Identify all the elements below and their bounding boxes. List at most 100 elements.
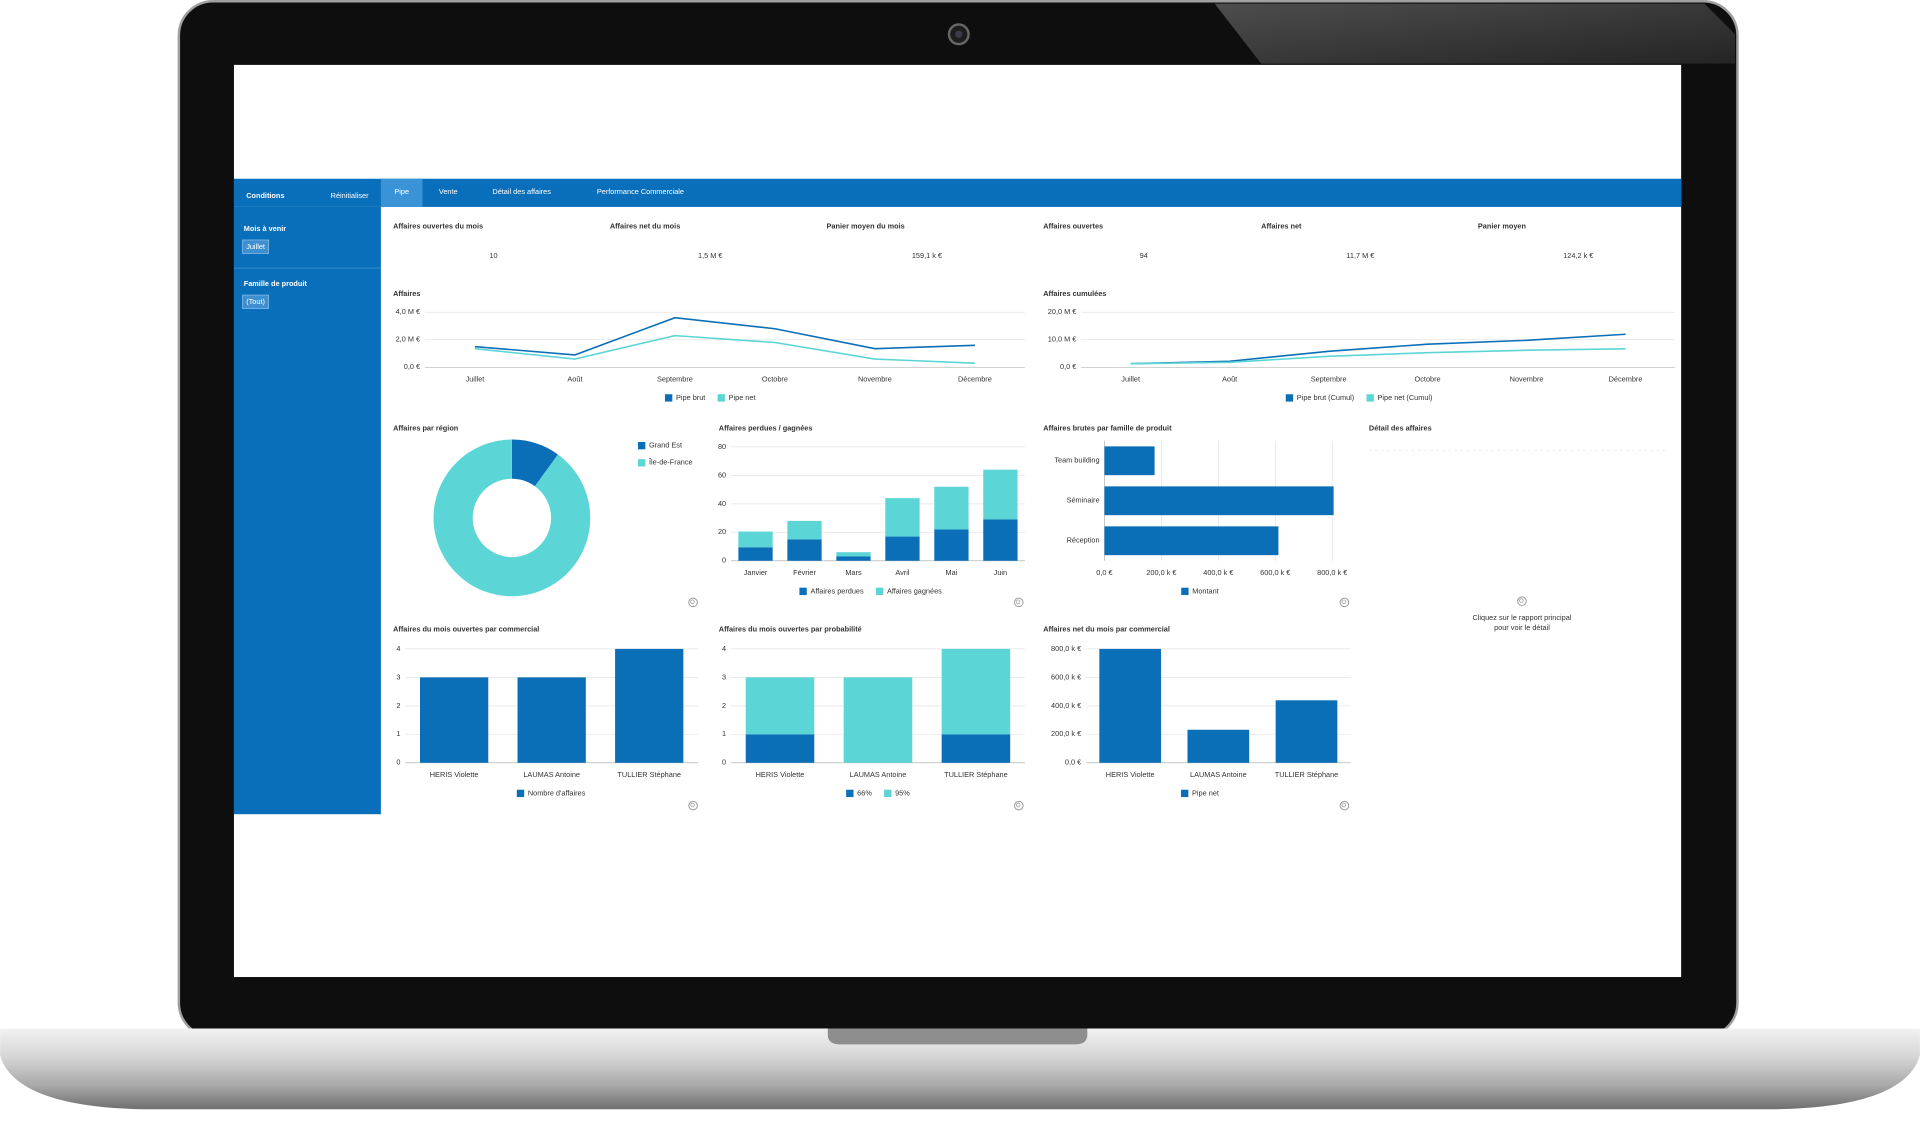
filter-label: Famille de produit xyxy=(244,279,308,288)
line-series xyxy=(1130,333,1626,365)
filter-label: Mois à venir xyxy=(244,224,287,233)
legend-label: Affaires gagnées xyxy=(887,586,942,595)
tab[interactable]: Vente xyxy=(439,187,458,196)
bar xyxy=(1275,700,1338,763)
zoom-icon xyxy=(1013,800,1024,811)
chart-title: Affaires xyxy=(393,289,420,298)
legend: Pipe brut (Cumul) Pipe net (Cumul) xyxy=(1285,393,1432,402)
x-tick-label: TULLIER Stéphane xyxy=(1275,770,1339,779)
bezel-glare xyxy=(1214,3,1736,64)
bar xyxy=(1104,446,1155,476)
y-tick-label: 3 xyxy=(722,672,726,681)
y-tick-label: 1 xyxy=(722,729,726,738)
tab[interactable]: Pipe xyxy=(394,187,409,196)
x-tick-label: LAUMAS Antoine xyxy=(1190,770,1247,779)
filter-chip[interactable] xyxy=(242,294,269,309)
bar xyxy=(983,469,1018,520)
y-tick-label: 3 xyxy=(396,672,400,681)
zoom-button[interactable] xyxy=(1013,800,1024,811)
detail-title: Détail des affaires xyxy=(1369,423,1432,432)
detail-hint: Cliquez sur le rapport principal xyxy=(1472,613,1571,622)
zoom-button[interactable] xyxy=(1517,596,1527,606)
y-tick-label: 10,0 M € xyxy=(1048,335,1077,344)
legend-swatch xyxy=(637,459,646,467)
legend: Montant xyxy=(1181,586,1219,595)
zoom-button[interactable] xyxy=(1013,597,1024,608)
zoom-icon xyxy=(1519,598,1524,603)
bar xyxy=(1187,729,1250,763)
y-tick-label: 0,0 € xyxy=(1060,362,1076,371)
legend-label: Pipe brut xyxy=(676,393,705,402)
x-tick-label: LAUMAS Antoine xyxy=(850,770,907,779)
y-tick-label: 4 xyxy=(396,644,400,653)
zoom-button[interactable] xyxy=(1339,597,1350,608)
y-tick-label: 0 xyxy=(722,556,726,565)
line-series xyxy=(1130,348,1626,365)
sidebar-title: Conditions xyxy=(246,191,284,200)
y-tick-label: 20,0 M € xyxy=(1048,307,1077,316)
x-tick-label: Juin xyxy=(994,568,1007,577)
kpi-value: 1,5 M € xyxy=(698,251,722,260)
legend-swatch xyxy=(884,789,892,798)
legend-swatch xyxy=(846,789,854,798)
bar xyxy=(885,536,920,561)
zoom-icon xyxy=(1341,599,1347,604)
filter-chip[interactable] xyxy=(242,239,269,254)
zoom-icon xyxy=(1339,597,1350,608)
x-tick-label: Février xyxy=(793,568,816,577)
bar xyxy=(934,486,969,530)
y-tick-label: 1 xyxy=(396,729,400,738)
bar xyxy=(1099,648,1162,763)
legend-swatch xyxy=(875,587,884,596)
zoom-icon xyxy=(1341,802,1347,808)
legend-swatch xyxy=(1181,587,1189,596)
kpi-value: 124,2 k € xyxy=(1563,251,1593,260)
active-tab xyxy=(380,178,423,207)
detail-hint: pour voir le détail xyxy=(1494,623,1550,632)
legend: Nombre d'affaires xyxy=(516,788,586,798)
zoom-button[interactable] xyxy=(688,597,698,608)
zoom-button[interactable] xyxy=(688,800,698,811)
legend-swatch xyxy=(516,789,525,798)
kpi-label: Panier moyen xyxy=(1478,221,1527,230)
legend: Affaires perdues Affaires gagnées xyxy=(799,586,942,595)
y-tick-label: Team building xyxy=(1054,456,1099,465)
tab[interactable]: Détail des affaires xyxy=(492,187,551,196)
kpi-label: Affaires ouvertes xyxy=(1043,221,1103,230)
y-tick-label: 20 xyxy=(718,527,726,536)
x-tick-label: Juillet xyxy=(466,374,485,383)
camera-lens xyxy=(955,30,963,38)
x-tick-label: HERIS Violette xyxy=(756,770,805,779)
y-tick-label: 2 xyxy=(396,701,400,710)
zoom-icon xyxy=(690,802,695,808)
legend: 66% 95% xyxy=(846,788,910,797)
reset-button[interactable]: Réinitialiser xyxy=(331,191,369,200)
y-tick-label: 4 xyxy=(722,644,726,653)
y-tick-label: 4,0 M € xyxy=(396,307,420,316)
bar xyxy=(745,677,815,735)
laptop-base xyxy=(0,1028,1920,1110)
legend-label: Pipe net xyxy=(729,393,756,402)
y-tick-label: Séminaire xyxy=(1067,496,1100,505)
zoom-icon xyxy=(1339,800,1350,811)
x-tick-label: HERIS Violette xyxy=(430,770,479,779)
legend: Pipe brut Pipe net xyxy=(664,393,756,402)
zoom-icon xyxy=(688,597,698,608)
legend: Pipe net xyxy=(1181,788,1219,797)
x-tick-label: Mai xyxy=(946,568,958,577)
bar xyxy=(787,520,822,540)
bar xyxy=(419,677,489,763)
legend-swatch xyxy=(717,394,725,402)
bar xyxy=(738,531,773,548)
x-tick-label: 200,0 k € xyxy=(1146,568,1176,577)
zoom-button[interactable] xyxy=(1339,800,1350,811)
chart-title: Affaires du mois ouvertes par probabilit… xyxy=(719,624,862,633)
tab[interactable]: Performance Commerciale xyxy=(597,187,684,196)
filter-value: Juillet xyxy=(246,242,265,251)
kpi-value: 11,7 M € xyxy=(1346,251,1374,260)
kpi-label: Panier moyen du mois xyxy=(827,221,905,230)
kpi-label: Affaires net du mois xyxy=(610,221,680,230)
